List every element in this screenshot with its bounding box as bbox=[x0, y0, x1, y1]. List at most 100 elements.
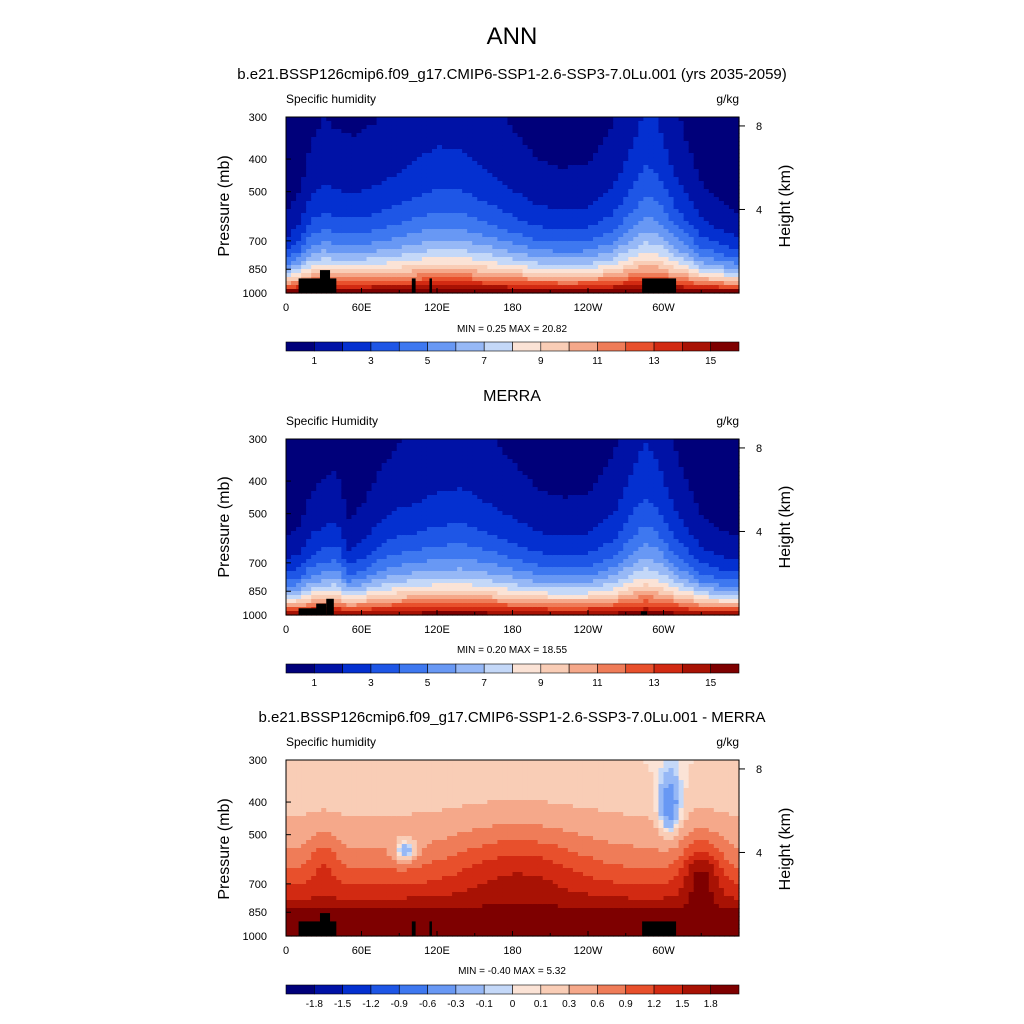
heatmap-cell bbox=[326, 575, 332, 580]
heatmap-cell bbox=[678, 209, 685, 214]
heatmap-cell bbox=[416, 281, 423, 286]
heatmap-cell bbox=[713, 249, 720, 254]
heatmap-cell bbox=[326, 153, 332, 158]
heatmap-cell bbox=[462, 245, 468, 250]
heatmap-cell bbox=[306, 237, 312, 242]
heatmap-cell bbox=[286, 531, 292, 536]
heatmap-cell bbox=[321, 447, 327, 452]
heatmap-cell bbox=[517, 161, 524, 166]
heatmap-cell bbox=[502, 273, 509, 278]
heatmap-cell bbox=[371, 241, 378, 246]
heatmap-cell bbox=[361, 547, 368, 552]
heatmap-cell bbox=[467, 257, 473, 262]
heatmap-cell bbox=[477, 165, 483, 170]
heatmap-cell bbox=[522, 281, 529, 286]
heatmap-cell bbox=[366, 241, 373, 246]
heatmap-cell bbox=[567, 241, 574, 246]
heatmap-cell bbox=[386, 269, 393, 274]
heatmap-cell bbox=[316, 165, 322, 170]
heatmap-cell bbox=[306, 567, 312, 572]
heatmap-cell bbox=[482, 125, 488, 130]
heatmap-cell bbox=[437, 165, 443, 170]
heatmap-cell bbox=[598, 157, 604, 162]
heatmap-cell bbox=[477, 277, 483, 282]
heatmap-cell bbox=[381, 555, 388, 560]
heatmap-cell bbox=[723, 133, 730, 138]
heatmap-cell bbox=[668, 245, 675, 250]
heatmap-cell bbox=[683, 237, 690, 242]
heatmap-cell bbox=[366, 503, 373, 508]
heatmap-cell bbox=[316, 559, 322, 564]
heatmap-cell bbox=[286, 563, 292, 568]
heatmap-cell bbox=[311, 121, 317, 126]
heatmap-cell bbox=[598, 125, 604, 130]
heatmap-cell bbox=[401, 233, 408, 238]
heatmap-cell bbox=[336, 249, 342, 254]
heatmap-cell bbox=[582, 277, 589, 282]
heatmap-cell bbox=[708, 133, 715, 138]
heatmap-cell bbox=[296, 599, 302, 604]
heatmap-cell bbox=[361, 221, 368, 226]
heatmap-cell bbox=[492, 197, 498, 202]
heatmap-cell bbox=[452, 189, 458, 194]
heatmap-cell bbox=[326, 447, 332, 452]
heatmap-cell bbox=[668, 145, 675, 150]
heatmap-cell bbox=[582, 225, 589, 230]
heatmap-cell bbox=[608, 141, 614, 146]
heatmap-cell bbox=[542, 233, 549, 238]
heatmap-cell bbox=[557, 129, 564, 134]
heatmap-cell bbox=[603, 161, 609, 166]
heatmap-cell bbox=[306, 495, 312, 500]
heatmap-cell bbox=[613, 273, 619, 278]
heatmap-cell bbox=[406, 233, 413, 238]
heatmap-cell bbox=[653, 173, 660, 178]
heatmap-cell bbox=[698, 249, 705, 254]
heatmap-cell bbox=[467, 205, 473, 210]
heatmap-cell bbox=[336, 209, 342, 214]
heatmap-cell bbox=[311, 253, 317, 258]
heatmap-cell bbox=[336, 277, 342, 282]
heatmap-cell bbox=[477, 133, 483, 138]
heatmap-cell bbox=[426, 237, 433, 242]
heatmap-cell bbox=[643, 201, 649, 206]
heatmap-cell bbox=[346, 575, 353, 580]
heatmap-cell bbox=[356, 583, 363, 588]
heatmap-cell bbox=[386, 547, 393, 552]
heatmap-cell bbox=[311, 511, 317, 516]
heatmap-cell bbox=[401, 129, 408, 134]
heatmap-cell bbox=[376, 587, 383, 592]
heatmap-cell bbox=[708, 117, 715, 122]
heatmap-cell bbox=[291, 467, 297, 472]
heatmap-cell bbox=[356, 245, 363, 250]
heatmap-cell bbox=[577, 193, 584, 198]
heatmap-cell bbox=[336, 161, 342, 166]
heatmap-cell bbox=[482, 221, 488, 226]
heatmap-cell bbox=[502, 221, 509, 226]
heatmap-cell bbox=[683, 189, 690, 194]
heatmap-cell bbox=[512, 281, 519, 286]
heatmap-cell bbox=[537, 289, 544, 294]
heatmap-cell bbox=[366, 253, 373, 258]
heatmap-cell bbox=[331, 455, 337, 460]
heatmap-cell bbox=[316, 157, 322, 162]
heatmap-cell bbox=[502, 237, 509, 242]
heatmap-cell bbox=[296, 273, 302, 278]
heatmap-cell bbox=[346, 531, 353, 536]
heatmap-cell bbox=[733, 165, 740, 170]
heatmap-cell bbox=[703, 205, 710, 210]
heatmap-cell bbox=[426, 125, 433, 130]
heatmap-cell bbox=[442, 177, 448, 182]
heatmap-cell bbox=[648, 201, 655, 206]
heatmap-cell bbox=[683, 153, 690, 158]
heatmap-cell bbox=[593, 129, 599, 134]
heatmap-cell bbox=[708, 197, 715, 202]
heatmap-cell bbox=[613, 257, 619, 262]
heatmap-cell bbox=[502, 285, 509, 290]
heatmap-cell bbox=[598, 149, 604, 154]
heatmap-cell bbox=[477, 189, 483, 194]
heatmap-cell bbox=[416, 249, 423, 254]
heatmap-cell bbox=[462, 277, 468, 282]
colorbar-swatch bbox=[540, 341, 570, 352]
heatmap-cell bbox=[673, 261, 680, 266]
heatmap-cell bbox=[452, 161, 458, 166]
